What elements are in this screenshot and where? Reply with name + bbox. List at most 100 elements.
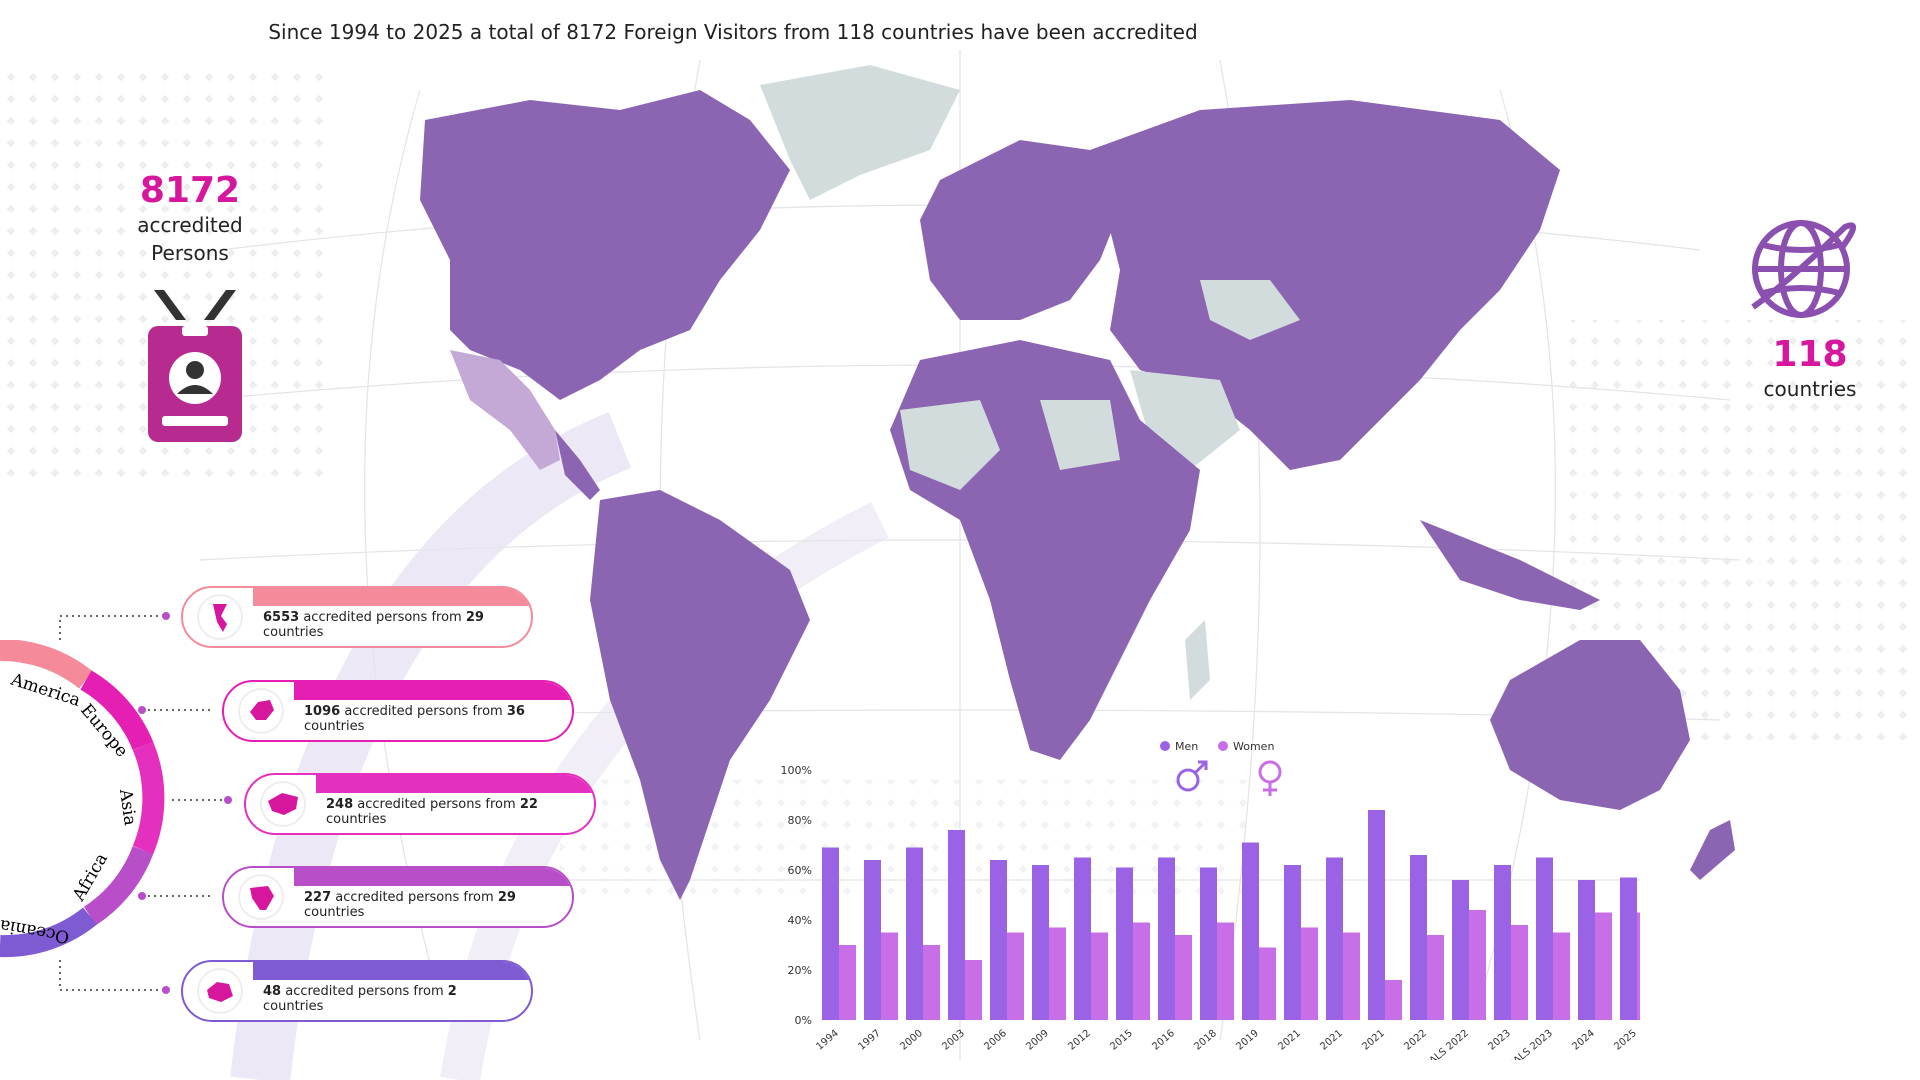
y-tick-label: 0%: [795, 1014, 812, 1027]
bar-men: [1368, 810, 1385, 1020]
decor-arc-1: [230, 412, 632, 1080]
x-tick-label: 2016: [1150, 1028, 1177, 1053]
x-tick-label: 2024: [1570, 1028, 1597, 1053]
y-axis: 0% 20% 40% 60% 80% 100%: [781, 764, 812, 1027]
x-tick-label: 1997: [856, 1028, 883, 1053]
region-arc: America Europe Asia Africa Oceania: [0, 640, 165, 958]
bar-men: [1452, 880, 1469, 1020]
arc-america: [0, 640, 93, 689]
y-tick-label: 100%: [781, 764, 812, 777]
x-tick-label: 1994: [814, 1028, 841, 1053]
legend-swatch-women: [1218, 741, 1228, 751]
arc-europe: [80, 670, 154, 751]
x-tick-label: 2025: [1612, 1028, 1639, 1053]
x-tick-label: 2015: [1108, 1028, 1135, 1053]
bar-women: [1637, 912, 1640, 1020]
region-text-africa: 227 accredited persons from 29 countries: [304, 890, 516, 920]
y-tick-label: 60%: [788, 864, 812, 877]
bars: [822, 810, 1640, 1020]
legend-label-men: Men: [1175, 740, 1198, 753]
x-tick-label: 2000: [898, 1028, 925, 1053]
region-card-africa: 227 accredited persons from 29 countries: [222, 866, 574, 928]
region-text-america: 6553 accredited persons from 29 countries: [263, 610, 484, 640]
greenland: [760, 65, 960, 200]
bar-women: [881, 932, 898, 1020]
bar-women: [965, 960, 982, 1020]
bar-women: [1259, 947, 1276, 1020]
x-axis: 1994 1997 2000 2003 2006 2009 2012 2015 2016 2018…: [814, 1028, 1639, 1060]
bar-women: [1091, 932, 1108, 1020]
bar-women: [1469, 910, 1486, 1020]
europe-icon: [238, 688, 284, 734]
region-card-europe: 1096 accredited persons from 36 countries: [222, 680, 574, 742]
bar-men: [1494, 865, 1511, 1020]
region-text-europe: 1096 accredited persons from 36 countries: [304, 704, 525, 734]
bar-men: [822, 847, 839, 1020]
x-tick-label: 2023: [1486, 1028, 1513, 1053]
bar-women: [1595, 912, 1612, 1020]
bar-men: [864, 860, 881, 1020]
bar-women: [923, 945, 940, 1020]
russia-asia: [1090, 100, 1560, 470]
x-tick-label: 2022: [1402, 1028, 1429, 1053]
arc-asia: [132, 741, 165, 855]
bar-men: [1578, 880, 1595, 1020]
bar-men: [1326, 857, 1343, 1020]
bar-women: [1553, 932, 1570, 1020]
bar-women: [1007, 932, 1024, 1020]
bar-men: [1620, 877, 1637, 1020]
bar-women: [1427, 935, 1444, 1020]
region-card-america: 6553 accredited persons from 29 countries: [181, 586, 533, 648]
bar-men: [948, 830, 965, 1020]
america-icon: [197, 594, 243, 640]
bar-women: [1049, 927, 1066, 1020]
region-card-asia: 248 accredited persons from 22 countries: [244, 773, 596, 835]
chart-legend: Men Women: [1160, 740, 1282, 796]
x-tick-label: 2021: [1318, 1028, 1345, 1053]
x-tick-label: 2019: [1234, 1028, 1261, 1053]
bar-women: [1175, 935, 1192, 1020]
male-symbol-icon: [1176, 760, 1208, 792]
persons-label-2: Persons: [151, 241, 229, 265]
page-title: Since 1994 to 2025 a total of 8172 Forei…: [268, 20, 1198, 44]
bar-women: [1217, 922, 1234, 1020]
bar-men: [1116, 867, 1133, 1020]
bar-men: [1158, 857, 1175, 1020]
region-card-oceania: 48 accredited persons from 2 countries: [181, 960, 533, 1022]
legend-label-women: Women: [1233, 740, 1274, 753]
legend-swatch-men: [1160, 741, 1170, 751]
oceania-icon: [197, 968, 243, 1014]
asia-icon: [260, 781, 306, 827]
x-tick-label: 2018: [1192, 1028, 1219, 1053]
new-zealand: [1690, 820, 1735, 880]
bar-women: [839, 945, 856, 1020]
persons-stat: 8172 accredited Persons: [120, 170, 260, 267]
bar-men: [906, 847, 923, 1020]
north-america: [420, 90, 790, 400]
x-tick-label: 2009: [1024, 1028, 1051, 1053]
bar-men: [1200, 867, 1217, 1020]
central-america: [555, 430, 600, 500]
globe-icon: [1751, 220, 1856, 318]
y-tick-label: 80%: [788, 814, 812, 827]
arc-oceania: [0, 907, 97, 958]
bar-men: [1242, 842, 1259, 1020]
countries-number: 118: [1772, 334, 1848, 375]
countries-label: countries: [1763, 377, 1857, 401]
bar-women: [1133, 922, 1150, 1020]
female-symbol-icon: [1258, 760, 1282, 796]
bar-men: [990, 860, 1007, 1020]
x-tick-label: 2021: [1276, 1028, 1303, 1053]
australia: [1490, 640, 1690, 810]
africa-other: [900, 400, 1000, 490]
bar-women: [1343, 932, 1360, 1020]
x-tick-label: 2003: [940, 1028, 967, 1053]
arc-africa: [83, 845, 154, 926]
bar-men: [1410, 855, 1427, 1020]
bar-women: [1301, 927, 1318, 1020]
x-tick-label: 2021: [1360, 1028, 1387, 1053]
africa-other-2: [1040, 400, 1120, 470]
x-tick-label: 2012: [1066, 1028, 1093, 1053]
badge-icon: [148, 290, 242, 442]
